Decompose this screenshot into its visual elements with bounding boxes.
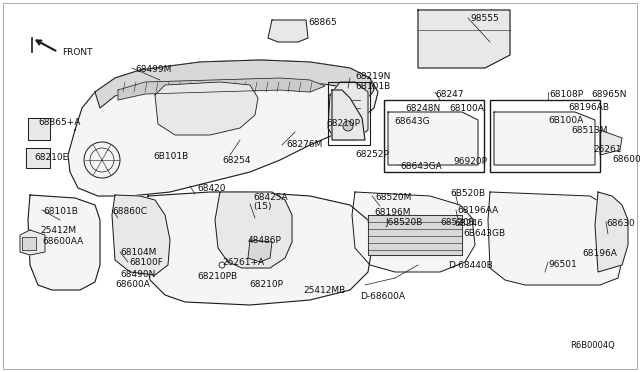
Text: D-68600A: D-68600A (360, 292, 405, 301)
Text: 68101B: 68101B (43, 207, 78, 216)
Text: 6B246: 6B246 (454, 219, 483, 228)
Text: 68252P: 68252P (355, 150, 389, 159)
Text: 68210E: 68210E (34, 153, 68, 162)
Text: 68100A: 68100A (449, 104, 484, 113)
Text: 6B100A: 6B100A (548, 116, 583, 125)
Bar (328, 82, 370, 145)
Text: R6B0004Q: R6B0004Q (570, 341, 615, 350)
Text: FRONT: FRONT (62, 48, 93, 57)
Text: J68520B: J68520B (385, 218, 422, 227)
Text: 6B520B: 6B520B (450, 189, 485, 198)
Text: 68520B: 68520B (440, 218, 475, 227)
Polygon shape (494, 112, 595, 165)
Polygon shape (28, 118, 50, 140)
Text: 68276M: 68276M (286, 140, 323, 149)
Text: 68196AA: 68196AA (457, 206, 499, 215)
Bar (384, 100, 484, 172)
Text: 68499M: 68499M (135, 65, 172, 74)
Text: (15): (15) (253, 202, 271, 211)
Text: 96920P: 96920P (453, 157, 487, 166)
Text: 68520M: 68520M (375, 193, 412, 202)
Text: 68860C: 68860C (112, 207, 147, 216)
Text: 68865+A: 68865+A (38, 118, 81, 127)
Text: 68420: 68420 (197, 184, 225, 193)
Text: 68196M: 68196M (374, 208, 410, 217)
Polygon shape (145, 192, 372, 305)
Text: 68425A: 68425A (253, 193, 287, 202)
Polygon shape (388, 112, 478, 165)
Text: 6B101B: 6B101B (355, 82, 390, 91)
Text: 68104M: 68104M (120, 248, 156, 257)
Text: 68600A: 68600A (115, 280, 150, 289)
Text: 68643G: 68643G (394, 117, 429, 126)
Polygon shape (95, 60, 374, 108)
Text: 68210P: 68210P (249, 280, 283, 289)
Text: 68865: 68865 (308, 18, 337, 27)
Polygon shape (328, 82, 368, 140)
Text: 68490N: 68490N (120, 270, 156, 279)
Text: 68210P: 68210P (326, 119, 360, 128)
Text: 98555: 98555 (470, 14, 499, 23)
Text: 68630: 68630 (606, 219, 635, 228)
Text: 26261: 26261 (593, 145, 621, 154)
Text: 96501: 96501 (548, 260, 577, 269)
Polygon shape (352, 192, 475, 272)
Bar (490, 100, 600, 172)
Text: D-68440B: D-68440B (448, 261, 493, 270)
Text: 48486P: 48486P (248, 236, 282, 245)
Text: 68100F: 68100F (129, 258, 163, 267)
Text: 68219N: 68219N (355, 72, 390, 81)
Polygon shape (68, 60, 378, 196)
Polygon shape (215, 192, 292, 268)
Polygon shape (26, 148, 50, 168)
Bar (22, 237, 36, 250)
Text: 6B643GB: 6B643GB (463, 229, 505, 238)
Polygon shape (112, 195, 170, 275)
Text: 26261+A: 26261+A (222, 258, 264, 267)
Text: 6B101B: 6B101B (153, 152, 188, 161)
Text: 25412MB: 25412MB (303, 286, 345, 295)
Text: 68248N: 68248N (405, 104, 440, 113)
Polygon shape (418, 10, 510, 68)
Polygon shape (368, 215, 462, 255)
Polygon shape (28, 195, 100, 290)
Text: 68513M: 68513M (571, 126, 607, 135)
Text: 25412M: 25412M (40, 226, 76, 235)
Polygon shape (600, 130, 622, 155)
Text: 68196AB: 68196AB (568, 103, 609, 112)
Text: 68247: 68247 (435, 90, 463, 99)
Text: 68643GA: 68643GA (400, 162, 442, 171)
Polygon shape (268, 20, 308, 42)
Text: 68600AA: 68600AA (42, 237, 83, 246)
Text: 68965N: 68965N (591, 90, 627, 99)
Text: 68600: 68600 (612, 155, 640, 164)
Polygon shape (155, 82, 258, 135)
Polygon shape (20, 230, 45, 255)
Text: 68196A: 68196A (582, 249, 617, 258)
Polygon shape (595, 192, 628, 272)
Text: 68254: 68254 (222, 156, 250, 165)
Circle shape (343, 121, 353, 131)
Polygon shape (118, 78, 325, 100)
Polygon shape (248, 240, 272, 262)
Polygon shape (332, 90, 365, 140)
Polygon shape (488, 192, 622, 285)
Text: 68210PB: 68210PB (197, 272, 237, 281)
Text: 68108P: 68108P (549, 90, 583, 99)
